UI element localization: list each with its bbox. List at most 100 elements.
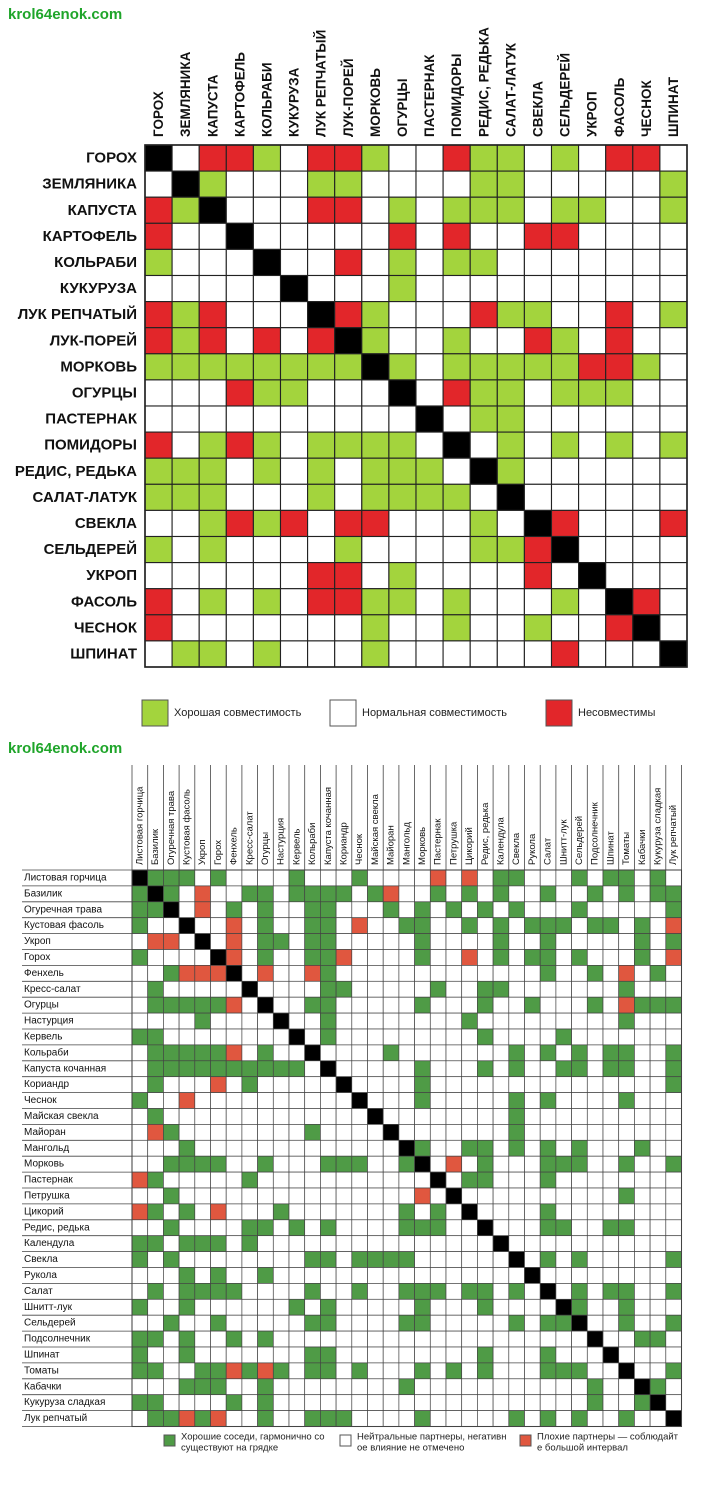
cell-good xyxy=(477,996,494,1014)
cell-neutral xyxy=(665,1378,682,1396)
cell-diagonal xyxy=(288,1028,306,1046)
cell-good xyxy=(257,1410,274,1427)
cell-neutral xyxy=(649,1171,667,1189)
cell-neutral xyxy=(144,640,173,668)
row-label-горох: ГОРОХ xyxy=(86,150,137,167)
cell-neutral xyxy=(382,1187,400,1205)
cell-good xyxy=(147,901,164,919)
cell-good xyxy=(304,1124,321,1141)
column-label-помидоры: ПОМИДОРЫ xyxy=(449,54,464,138)
cell-neutral xyxy=(415,353,444,381)
cell-neutral xyxy=(225,1298,243,1316)
watermark: krol64enok.com xyxy=(8,6,123,23)
cell-good xyxy=(414,1060,431,1078)
cell-neutral xyxy=(632,327,661,355)
row-label-пастернак: ПАСТЕРНАК xyxy=(45,411,138,428)
cell-neutral xyxy=(279,483,309,511)
cell-neutral xyxy=(382,949,400,966)
cell-neutral xyxy=(320,1330,337,1348)
cell-good xyxy=(163,885,180,903)
cell-good xyxy=(539,885,557,903)
cell-neutral xyxy=(492,1028,510,1046)
cell-neutral xyxy=(241,1155,258,1173)
cell-neutral xyxy=(524,1060,541,1078)
cell-neutral xyxy=(131,996,149,1014)
cell-diagonal xyxy=(539,1283,557,1300)
cell-neutral xyxy=(194,869,211,887)
column-label-укроп: Укроп xyxy=(197,840,208,865)
cell-neutral xyxy=(335,917,353,934)
cell-neutral xyxy=(602,1298,620,1316)
cell-neutral xyxy=(571,1346,588,1364)
cell-good xyxy=(586,965,604,982)
cell-neutral xyxy=(334,640,363,668)
cell-good xyxy=(335,980,353,998)
cell-neutral xyxy=(539,1060,557,1078)
cell-neutral xyxy=(429,1267,447,1284)
cell-neutral xyxy=(210,1028,227,1046)
cell-neutral xyxy=(279,170,309,198)
cell-neutral xyxy=(398,949,415,966)
cell-neutral xyxy=(586,1219,604,1237)
cell-neutral xyxy=(288,1330,306,1348)
cell-good xyxy=(147,1394,164,1411)
cell-bad xyxy=(632,588,661,616)
cell-neutral xyxy=(304,1060,321,1078)
cell-good xyxy=(320,901,337,919)
cell-good xyxy=(649,965,667,982)
cell-neutral xyxy=(382,1346,400,1364)
cell-good xyxy=(461,1012,478,1030)
cell-good xyxy=(198,457,227,485)
cell-neutral xyxy=(524,1187,541,1205)
cell-good xyxy=(398,917,415,934)
cell-neutral xyxy=(225,1267,243,1284)
cell-neutral xyxy=(571,1187,588,1205)
cell-good xyxy=(477,1346,494,1364)
cell-good xyxy=(398,1251,415,1268)
cell-diagonal xyxy=(210,949,227,966)
cell-good xyxy=(634,996,651,1014)
cell-neutral xyxy=(496,222,525,250)
cell-neutral xyxy=(492,1378,510,1396)
column-label-кукуруза-сладкая: Кукуруза сладкая xyxy=(652,788,663,865)
cell-bad xyxy=(178,1092,196,1109)
cell-good xyxy=(198,509,227,538)
column-label-томаты: Томаты xyxy=(621,832,632,865)
cell-neutral xyxy=(634,1362,651,1380)
cell-neutral xyxy=(279,535,309,564)
cell-neutral xyxy=(131,933,149,950)
cell-neutral xyxy=(178,949,196,966)
cell-neutral xyxy=(415,509,444,538)
cell-diagonal xyxy=(131,869,149,887)
cell-neutral xyxy=(477,1203,494,1221)
cell-neutral xyxy=(307,535,336,564)
cell-neutral xyxy=(225,274,254,303)
cell-neutral xyxy=(163,1108,180,1125)
cell-neutral xyxy=(288,1155,306,1173)
cell-neutral xyxy=(171,222,200,250)
cell-good xyxy=(618,1060,635,1078)
cell-neutral xyxy=(194,1171,211,1189)
cell-neutral xyxy=(304,1012,321,1030)
cell-neutral xyxy=(649,1155,667,1173)
cell-bad xyxy=(307,327,336,355)
cell-neutral xyxy=(477,1187,494,1205)
cell-bad xyxy=(351,917,368,934)
cell-good xyxy=(178,1267,196,1284)
cell-good xyxy=(469,405,498,433)
cell-neutral xyxy=(508,933,525,950)
cell-neutral xyxy=(524,1219,541,1237)
cell-neutral xyxy=(605,170,634,198)
cell-neutral xyxy=(524,869,541,887)
cell-neutral xyxy=(398,1298,415,1316)
cell-neutral xyxy=(550,614,580,642)
cell-neutral xyxy=(304,1298,321,1316)
cell-neutral xyxy=(445,1108,463,1125)
cell-good xyxy=(496,457,525,485)
cell-neutral xyxy=(492,1124,510,1141)
cell-neutral xyxy=(442,405,471,433)
cell-bad xyxy=(225,1044,243,1062)
row-label-кустовая-фасоль: Кустовая фасоль xyxy=(24,919,104,931)
cell-neutral xyxy=(398,1330,415,1348)
cell-good xyxy=(442,588,471,616)
